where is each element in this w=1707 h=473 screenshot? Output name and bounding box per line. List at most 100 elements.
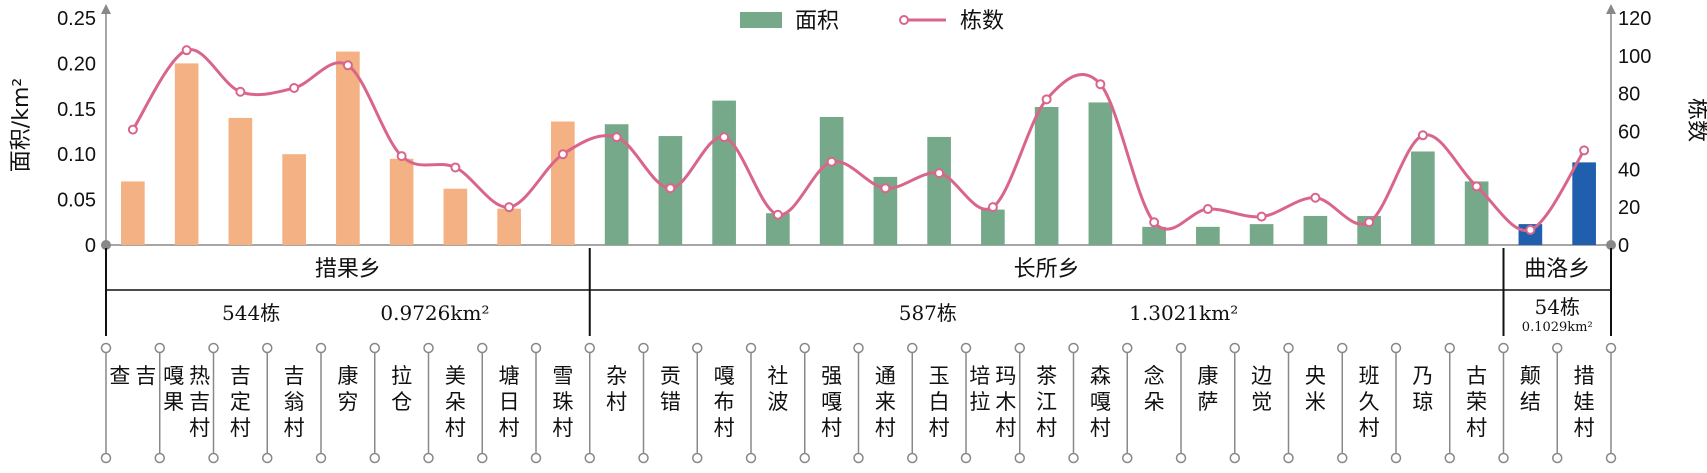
bar bbox=[1034, 106, 1059, 245]
separator-top-dot bbox=[1498, 342, 1509, 354]
bar bbox=[604, 124, 629, 245]
separator-top-dot bbox=[1283, 342, 1294, 354]
bar bbox=[873, 176, 898, 245]
bar bbox=[1572, 162, 1596, 245]
separator-top-dot bbox=[1444, 342, 1455, 354]
line-point bbox=[1149, 217, 1160, 228]
town-name: 长所乡 bbox=[1014, 257, 1080, 282]
line-point bbox=[342, 60, 353, 71]
line-point bbox=[1579, 145, 1590, 156]
separator-top-dot bbox=[1337, 342, 1348, 354]
town-name: 措果乡 bbox=[315, 257, 381, 282]
separator-top-dot bbox=[315, 342, 327, 354]
village-label: 热吉村 bbox=[189, 364, 210, 440]
line-point bbox=[1202, 204, 1213, 215]
line-point bbox=[772, 209, 783, 220]
bar bbox=[1411, 151, 1435, 245]
separator-top-dot bbox=[853, 342, 864, 354]
line-point bbox=[987, 202, 998, 213]
village-label: 念朵 bbox=[1144, 364, 1165, 414]
left-tick-label: 0.05 bbox=[57, 190, 96, 212]
line-point bbox=[396, 151, 407, 162]
line-point bbox=[1256, 211, 1267, 222]
bar bbox=[174, 63, 199, 246]
separator-bottom-dot bbox=[1014, 452, 1025, 464]
legend-line-label: 栋数 bbox=[960, 9, 1004, 34]
separator-bottom-dot bbox=[907, 452, 918, 464]
line-point bbox=[289, 82, 300, 93]
village-label: 塘日村 bbox=[499, 364, 520, 440]
left-tick-label: 0.15 bbox=[57, 99, 96, 121]
separator-top-dot bbox=[1068, 342, 1079, 354]
separator-top-dot bbox=[907, 342, 918, 354]
bar bbox=[443, 188, 468, 245]
bar bbox=[497, 208, 521, 245]
separator-bottom-dot bbox=[1337, 452, 1348, 464]
village-label: 康穷 bbox=[337, 364, 358, 414]
legend-line-marker bbox=[899, 15, 909, 25]
separator-top-dot bbox=[1605, 342, 1617, 354]
village-label: 古荣村 bbox=[1466, 364, 1487, 440]
x-axis-left-dot bbox=[101, 240, 111, 250]
separator-top-dot bbox=[1175, 342, 1187, 354]
separator-bottom-dot bbox=[315, 452, 327, 464]
series-line bbox=[131, 48, 1586, 232]
separator-bottom-dot bbox=[208, 452, 219, 464]
legend-bar-swatch bbox=[740, 12, 782, 28]
separator-bottom-dot bbox=[799, 452, 810, 464]
bar bbox=[551, 121, 575, 245]
village-label: 贡错 bbox=[660, 364, 681, 414]
village-label: 强嘎村 bbox=[821, 364, 842, 440]
separator-top-dot bbox=[423, 342, 434, 354]
separator-bottom-dot bbox=[584, 452, 595, 464]
village-label: 吉翁村 bbox=[284, 364, 305, 440]
village-label: 森嘎村 bbox=[1090, 364, 1111, 440]
village-label: 杂村 bbox=[606, 364, 627, 414]
line-point bbox=[719, 132, 730, 143]
bar bbox=[1196, 226, 1220, 245]
right-tick-label: 80 bbox=[1618, 84, 1640, 106]
line-point bbox=[611, 132, 622, 143]
line-point bbox=[181, 45, 192, 56]
separator-top-dot bbox=[262, 342, 273, 354]
separator-bottom-dot bbox=[692, 452, 703, 464]
bar bbox=[712, 100, 736, 246]
bar bbox=[927, 136, 951, 245]
separator-bottom-dot bbox=[1390, 452, 1402, 464]
legend-bar-label: 面积 bbox=[795, 9, 839, 34]
separator-top-dot bbox=[208, 342, 219, 354]
line-point bbox=[1041, 94, 1052, 105]
village-labels: 查吉嘎果热吉村吉定村 吉翁村 康穷拉仓 美朵村 塘日村 雪珠村 杂村贡错 嘎布村 社波 强嘎村 通来… bbox=[100, 342, 1617, 464]
village-label: 通来村 bbox=[875, 364, 896, 440]
line-point bbox=[934, 168, 945, 179]
bar bbox=[1303, 215, 1328, 245]
line-point bbox=[557, 149, 568, 160]
line-point bbox=[1095, 79, 1106, 90]
separator-top-dot bbox=[530, 342, 542, 354]
right-axis-title: 栋数 bbox=[1684, 98, 1707, 142]
bar bbox=[981, 209, 1005, 245]
separator-bottom-dot bbox=[369, 452, 380, 464]
separator-bottom-dot bbox=[1283, 452, 1294, 464]
x-axis-right-dot bbox=[1606, 240, 1616, 250]
right-tick-label: 100 bbox=[1618, 46, 1651, 68]
village-label: 嘎布村 bbox=[714, 364, 735, 440]
village-label: 措娃村 bbox=[1574, 364, 1595, 440]
line-point bbox=[1364, 217, 1375, 228]
separator-bottom-dot bbox=[1175, 452, 1187, 464]
village-label: 乃琼 bbox=[1412, 364, 1433, 414]
separator-bottom-dot bbox=[423, 452, 434, 464]
separator-bottom-dot bbox=[1552, 452, 1563, 464]
village-label: 康萨 bbox=[1197, 364, 1218, 414]
separator-bottom-dot bbox=[960, 452, 972, 464]
village-label: 央米 bbox=[1305, 364, 1326, 414]
left-axis-arrow bbox=[101, 4, 111, 14]
town-buildings: 544栋 bbox=[222, 301, 280, 325]
bar bbox=[389, 158, 414, 245]
village-label: 茶江村 bbox=[1036, 364, 1057, 440]
right-tick-label: 40 bbox=[1618, 159, 1640, 181]
bar bbox=[228, 117, 253, 245]
separator-bottom-dot bbox=[100, 452, 112, 464]
separator-bottom-dot bbox=[262, 452, 273, 464]
village-label: 嘎果 bbox=[163, 364, 184, 414]
